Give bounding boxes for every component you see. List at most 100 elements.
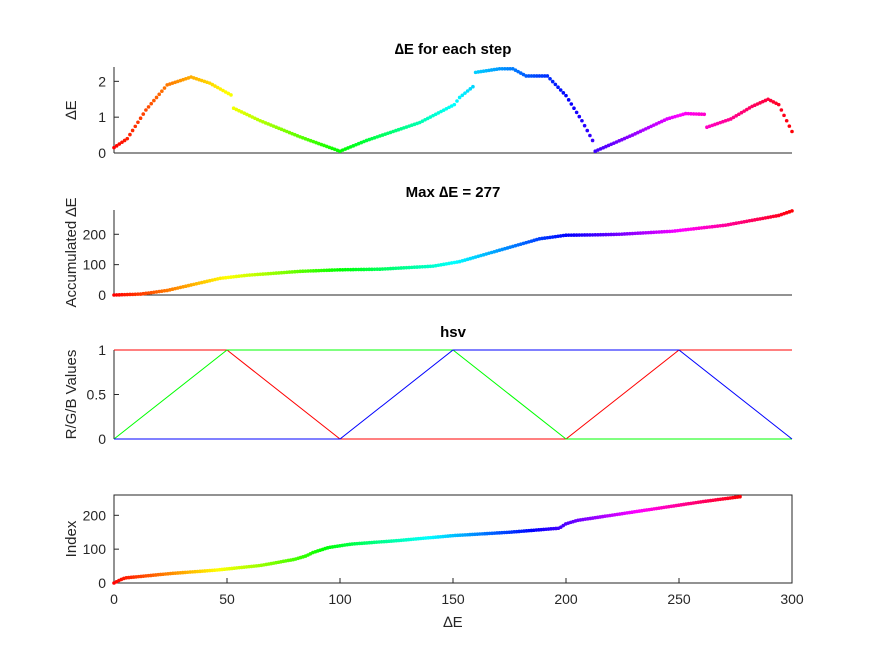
y-tick-label: 0 (98, 145, 106, 161)
data-point (207, 81, 212, 85)
data-point (210, 82, 215, 87)
data-point (133, 124, 138, 129)
data-point (784, 118, 789, 123)
data-point (686, 227, 691, 232)
data-point (755, 217, 760, 222)
data-point (218, 276, 223, 281)
data-point (768, 215, 773, 219)
data-point (497, 66, 502, 71)
data-point (771, 100, 776, 104)
data-point (556, 85, 560, 90)
data-point (407, 265, 411, 270)
data-point (561, 233, 566, 238)
data-point (768, 98, 773, 103)
data-point (130, 292, 135, 297)
data-point (330, 268, 334, 272)
data-point (782, 113, 786, 118)
data-point (697, 112, 701, 116)
data-point (651, 230, 656, 235)
data-point (534, 74, 539, 78)
data-point (643, 230, 648, 235)
data-point (548, 235, 552, 240)
data-point (226, 91, 231, 96)
data-point (779, 108, 784, 112)
data-point (697, 226, 701, 231)
data-point (542, 236, 547, 240)
data-point (250, 273, 255, 277)
data-point (300, 269, 305, 274)
data-point (444, 106, 449, 111)
data-point (396, 266, 401, 270)
data-point (715, 224, 720, 228)
data-point (367, 267, 372, 272)
data-point (561, 91, 566, 95)
data-point (739, 220, 744, 225)
data-point (646, 230, 651, 235)
data-point (737, 112, 741, 117)
data-point (404, 265, 409, 270)
data-point (136, 292, 140, 296)
x-tick-label: 50 (219, 591, 235, 607)
data-point (471, 84, 475, 89)
data-point (593, 233, 598, 237)
data-point (122, 138, 127, 143)
y-tick-label: 1 (98, 342, 106, 358)
data-point (417, 120, 422, 125)
data-point (776, 102, 781, 107)
chart-title: hsv (440, 324, 467, 341)
data-point (726, 222, 730, 227)
data-point (112, 293, 116, 297)
data-point (737, 220, 741, 225)
data-point (122, 292, 127, 297)
data-point (455, 99, 459, 103)
data-point (625, 232, 629, 236)
y-tick-label: 100 (83, 257, 107, 273)
data-point (229, 93, 233, 97)
data-point (620, 232, 624, 236)
data-point (391, 266, 395, 271)
data-point (255, 272, 260, 277)
data-point (683, 111, 688, 116)
data-point (128, 132, 132, 137)
data-point (742, 219, 746, 224)
data-point (298, 269, 302, 274)
data-point (117, 142, 122, 146)
data-point (667, 229, 672, 234)
data-point (596, 232, 600, 237)
data-point (433, 112, 438, 117)
data-point (234, 274, 239, 279)
data-point (526, 74, 531, 78)
data-point (635, 231, 640, 236)
data-point (699, 112, 704, 116)
data-point (431, 113, 435, 118)
series-line (114, 349, 793, 440)
data-point (354, 267, 358, 272)
data-point (505, 66, 510, 71)
data-point (316, 268, 321, 273)
data-point (428, 115, 433, 119)
data-point (747, 106, 752, 110)
data-point (308, 269, 313, 273)
data-point (718, 223, 723, 228)
y-tick-label: 0 (98, 575, 106, 591)
data-point (577, 114, 582, 119)
data-point (689, 111, 693, 116)
data-point (242, 273, 247, 278)
data-point (558, 234, 563, 238)
data-point (417, 265, 422, 269)
data-point (524, 74, 528, 78)
data-point (356, 267, 361, 272)
data-point (335, 268, 340, 272)
data-point (364, 267, 369, 272)
data-point (606, 232, 611, 237)
data-point (702, 225, 707, 230)
data-point (622, 232, 627, 236)
data-point (146, 291, 151, 295)
y-tick-label: 0 (98, 287, 106, 303)
data-point (760, 216, 765, 221)
data-point (346, 267, 350, 272)
data-point (659, 230, 664, 234)
data-point (476, 70, 481, 74)
data-point (503, 66, 507, 71)
data-point (548, 76, 552, 81)
